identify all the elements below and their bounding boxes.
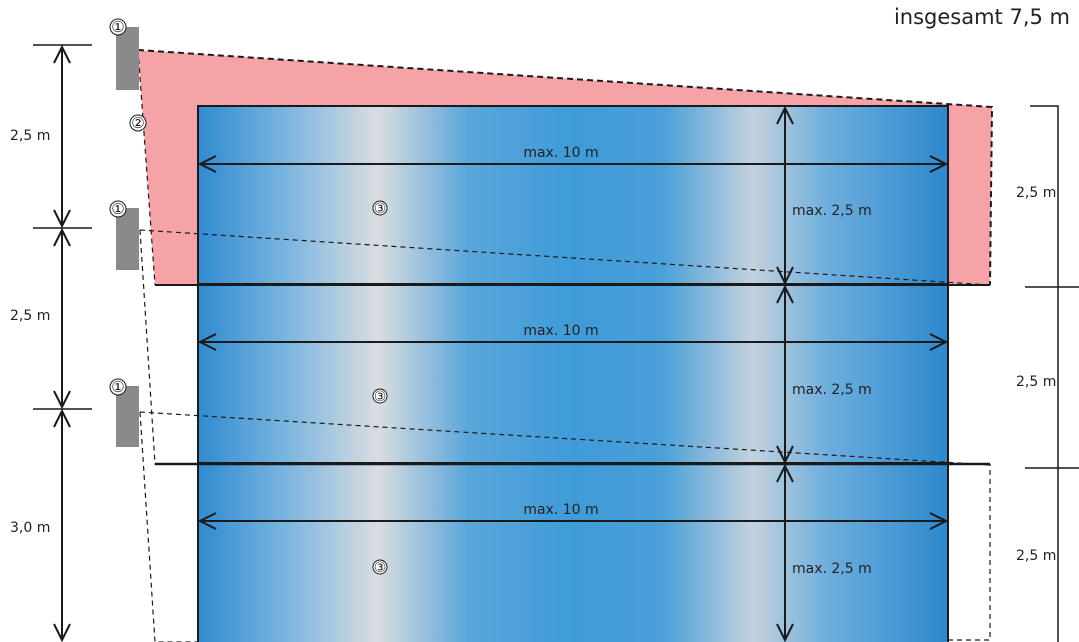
projection-left-2	[139, 229, 198, 465]
projector-1	[116, 27, 139, 90]
projector-1-marker: ①	[111, 18, 124, 36]
left-dimension-3: 3,0 m	[10, 520, 50, 536]
right-bracket	[1030, 105, 1059, 642]
right-dimension-1: 2,5 m	[1016, 185, 1056, 201]
left-dimension-1: 2,5 m	[10, 128, 50, 144]
zone-marker: ②	[131, 114, 144, 132]
panel-3-marker-circle	[372, 559, 388, 575]
projector-3-marker-circle	[109, 378, 127, 396]
panel-1-width-label: max. 10 m	[523, 145, 598, 161]
panel-3-width-label: max. 10 m	[523, 502, 598, 518]
panel-1-marker: ③	[374, 201, 387, 217]
right-dimension-3: 2,5 m	[1016, 548, 1056, 564]
projector-3-marker: ①	[111, 378, 124, 396]
zone-marker-circle	[129, 114, 147, 132]
projection-line-3	[139, 411, 991, 466]
panel-1-marker-circle	[372, 200, 388, 216]
projection-outline-top	[137, 49, 994, 286]
projector-2	[116, 208, 139, 270]
panel-2	[197, 284, 949, 464]
panel-2-marker-circle	[372, 388, 388, 404]
projection-outline-left	[137, 49, 156, 286]
left-dimension-2: 2,5 m	[10, 308, 50, 324]
projector-2-marker: ①	[111, 200, 124, 218]
projection-left-3	[139, 411, 198, 642]
panel-3-height-label: max. 2,5 m	[792, 561, 872, 577]
projector-1-marker-circle	[109, 18, 127, 36]
projector-2-marker-circle	[109, 200, 127, 218]
right-dimension-2: 2,5 m	[1016, 374, 1056, 390]
projection-line-2	[139, 229, 991, 286]
projector-3	[116, 386, 139, 447]
panel-2-marker: ③	[374, 389, 387, 405]
panel-2-height-label: max. 2,5 m	[792, 382, 872, 398]
projection-right-3	[948, 464, 991, 641]
panel-1-height-label: max. 2,5 m	[792, 203, 872, 219]
panel-3	[197, 463, 949, 642]
panel-2-width-label: max. 10 m	[523, 323, 598, 339]
panel-1	[197, 105, 949, 285]
total-height-title: insgesamt 7,5 m	[894, 5, 1070, 29]
panel-3-marker: ③	[374, 560, 387, 576]
